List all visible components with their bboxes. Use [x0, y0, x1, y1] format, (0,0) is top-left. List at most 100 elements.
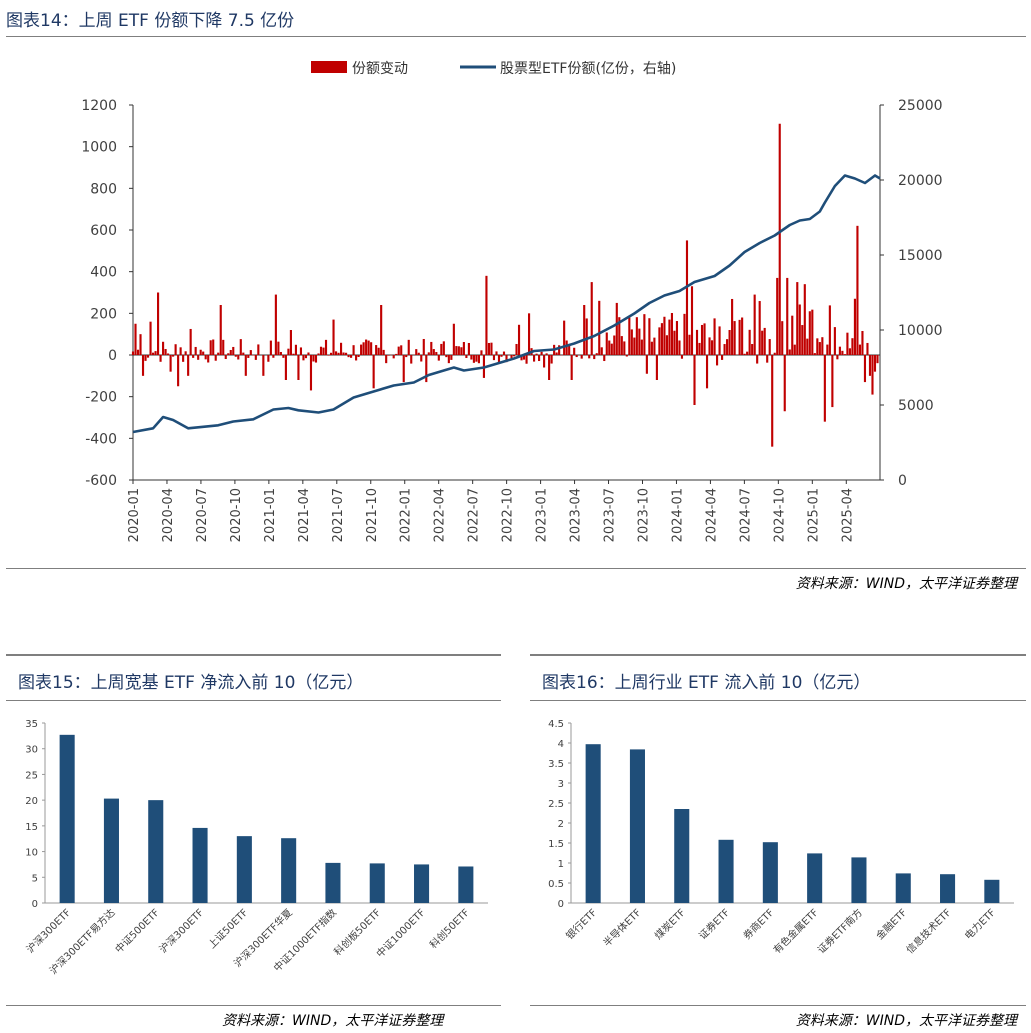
- bar-weekly-change: [668, 319, 671, 355]
- bar-weekly-change: [715, 355, 719, 366]
- chart16-y-tick-label: 1.5: [548, 839, 564, 850]
- chart16-x-tick-label: 半导体ETF: [600, 906, 643, 949]
- chart15-y-tick-label: 15: [25, 822, 38, 833]
- chart15-y-tick-label: 0: [32, 899, 38, 910]
- bar-weekly-change: [465, 355, 468, 359]
- chart14-source: 资料来源：WIND，太平洋证券整理: [795, 576, 1017, 592]
- bar-weekly-change: [733, 321, 736, 355]
- bar-weekly-change: [781, 321, 784, 355]
- bar-weekly-change: [415, 349, 418, 355]
- bar-weekly-change: [728, 330, 731, 355]
- chart15-y-tick-label: 35: [25, 719, 38, 730]
- bar-weekly-change: [768, 339, 771, 355]
- bar-weekly-change: [397, 346, 400, 355]
- bar-weekly-change: [798, 304, 801, 355]
- bar-weekly-change: [139, 334, 142, 355]
- x-tick-label: 2021-01: [263, 488, 278, 542]
- bar-weekly-change: [149, 321, 152, 355]
- bar-weekly-change: [375, 345, 378, 355]
- bar-weekly-change: [345, 352, 348, 355]
- y-left-tick-label: 400: [90, 265, 117, 281]
- x-tick-label: 2020-01: [127, 488, 142, 542]
- bar-weekly-change: [848, 348, 851, 355]
- chart16-x-tick-label: 证券ETF南方: [815, 906, 865, 956]
- x-tick-label: 2020-10: [229, 488, 244, 542]
- bar-weekly-change: [751, 344, 754, 355]
- bar-weekly-change: [452, 323, 455, 355]
- bar-weekly-change: [445, 355, 448, 358]
- bar-weekly-change: [873, 355, 877, 372]
- bar-weekly-change: [821, 337, 824, 355]
- bar-weekly-change: [535, 353, 538, 355]
- bar-weekly-change: [590, 282, 593, 355]
- chart15-x-tick-label: 科创50ETF: [427, 906, 472, 951]
- bar-weekly-change: [329, 352, 333, 355]
- chart16-y-tick-label: 3: [558, 779, 564, 790]
- bar-weekly-change: [355, 355, 358, 361]
- bar-weekly-change: [314, 355, 318, 363]
- bar-weekly-change: [490, 342, 493, 355]
- chart16-y-tick-label: 2.5: [548, 799, 564, 810]
- chart14-plot: 份额变动 股票型ETF份额(亿份，右轴) -600 -400 -200 0 200 400 60…: [81, 61, 943, 542]
- chart15-top-rule: [6, 654, 501, 656]
- x-tick-label: 2020-07: [195, 488, 210, 542]
- chart16-bar: [940, 874, 956, 903]
- bar-weekly-change: [525, 355, 528, 364]
- bar-weekly-change: [357, 355, 360, 357]
- legend-line-label: 股票型ETF份额(亿份，右轴): [500, 61, 676, 77]
- bar-weekly-change: [783, 355, 786, 412]
- chart16-y-tick-label: 1: [558, 859, 564, 870]
- line-etf-shares: [132, 174, 881, 434]
- chart16-bar: [674, 809, 690, 903]
- bar-weekly-change: [367, 340, 370, 355]
- y-left-tick-label: -400: [85, 431, 117, 447]
- bar-weekly-change: [217, 352, 220, 355]
- bar-weekly-change: [352, 345, 355, 355]
- bar-weekly-change: [277, 341, 280, 355]
- chart14-bottom-rule: [6, 568, 1026, 569]
- bar-weekly-change: [786, 277, 789, 355]
- bar-weekly-change: [683, 313, 686, 355]
- bar-weekly-change: [618, 317, 621, 355]
- bar-weekly-change: [543, 355, 546, 368]
- bar-weekly-change: [500, 355, 503, 357]
- bar-weekly-change: [555, 352, 558, 355]
- bar-weekly-change: [157, 292, 160, 355]
- bar-weekly-change: [197, 355, 200, 360]
- chart15-bar: [325, 862, 341, 903]
- bar-weekly-change: [319, 346, 323, 355]
- bar-weekly-change: [267, 355, 270, 362]
- bar-weekly-change: [663, 316, 666, 355]
- bar-weekly-change: [272, 355, 275, 358]
- chart15-plot: 05101520253035沪深300ETF沪深300ETF易方达中证500ET…: [24, 719, 488, 977]
- bar-weekly-change: [317, 353, 320, 355]
- bar-weekly-change: [710, 340, 714, 355]
- bar-weekly-change: [287, 348, 290, 355]
- bar-weekly-change: [309, 355, 313, 391]
- y-right-tick-label: 20000: [898, 173, 943, 189]
- bar-weekly-change: [718, 326, 721, 355]
- bar-weekly-change: [337, 352, 340, 355]
- bar-weekly-change: [813, 353, 816, 355]
- bar-weekly-change: [585, 318, 588, 355]
- bar-weekly-change: [457, 346, 460, 355]
- bar-weekly-change: [680, 355, 684, 359]
- bar-weekly-change: [219, 305, 222, 355]
- x-tick-label: 2022-01: [399, 488, 414, 542]
- bar-weekly-change: [487, 342, 491, 355]
- bar-weekly-change: [447, 355, 450, 364]
- bar-weekly-change: [620, 336, 623, 355]
- bar-weekly-change: [705, 355, 709, 389]
- bar-weekly-change: [202, 351, 205, 355]
- bar-weekly-change: [695, 329, 699, 355]
- bar-weekly-change: [167, 353, 170, 355]
- bar-weekly-change: [334, 351, 338, 355]
- x-tick-label: 2021-10: [365, 488, 380, 542]
- bar-weekly-change: [558, 345, 561, 355]
- bar-weekly-change: [517, 324, 521, 355]
- legend-bar-swatch: [311, 61, 347, 73]
- bar-weekly-change: [289, 330, 292, 355]
- bar-weekly-change: [299, 347, 303, 355]
- bar-weekly-change: [726, 339, 729, 355]
